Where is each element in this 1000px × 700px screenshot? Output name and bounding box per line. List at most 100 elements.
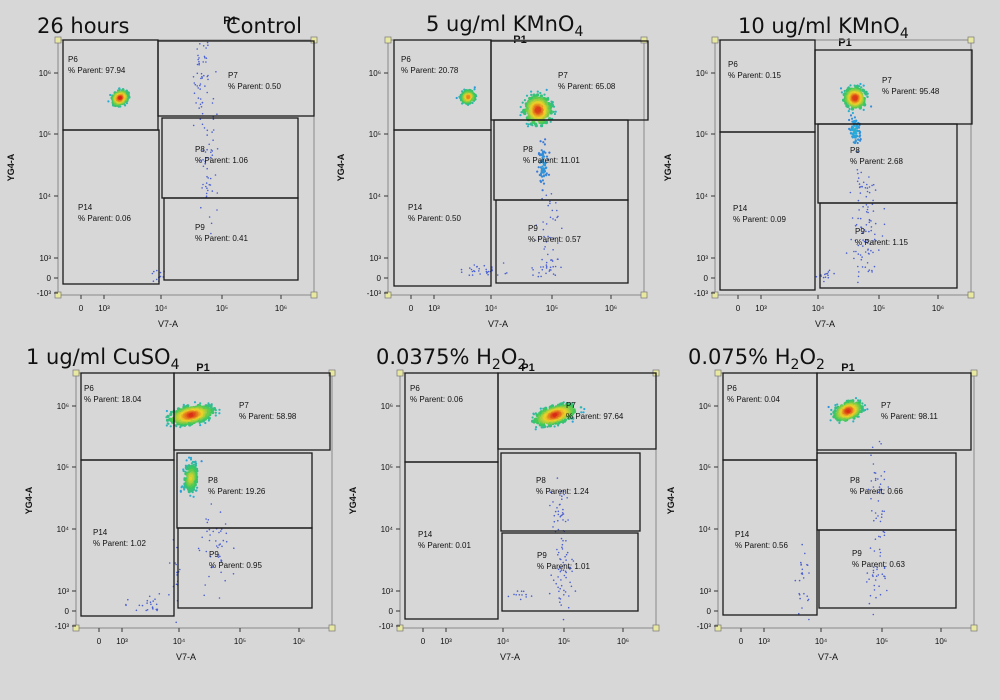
gate-p9[interactable]	[819, 202, 958, 289]
resize-handle[interactable]	[714, 369, 722, 377]
resize-handle[interactable]	[384, 36, 392, 44]
gate-p9[interactable]	[177, 527, 313, 609]
density-dot	[542, 161, 545, 165]
event-dot	[883, 223, 886, 226]
y-tick-label: 10⁴	[696, 192, 709, 201]
resize-handle[interactable]	[72, 369, 80, 377]
resize-handle[interactable]	[54, 36, 62, 44]
event-dot	[873, 238, 876, 241]
gate-p6[interactable]	[80, 372, 175, 461]
event-dot	[870, 220, 872, 222]
event-dot	[545, 194, 548, 197]
event-dot	[205, 195, 208, 197]
resize-handle[interactable]	[970, 624, 978, 632]
event-dot	[211, 190, 214, 192]
event-dot	[207, 44, 209, 46]
x-tick-label: 10⁵	[876, 637, 888, 646]
density-dot	[539, 94, 543, 98]
event-dot	[201, 101, 204, 104]
event-dot	[210, 566, 213, 569]
gate-p14[interactable]	[719, 131, 816, 291]
gate-p14[interactable]	[62, 129, 160, 285]
resize-handle[interactable]	[714, 624, 722, 632]
resize-handle[interactable]	[396, 624, 404, 632]
resize-handle[interactable]	[396, 369, 404, 377]
event-dot	[554, 219, 557, 221]
event-dot	[878, 548, 881, 551]
plot-frame	[714, 39, 972, 296]
x-tick-label: 0	[739, 637, 744, 646]
resize-handle[interactable]	[384, 291, 392, 299]
density-dot	[543, 143, 546, 146]
density-dot	[166, 422, 169, 425]
resize-handle[interactable]	[967, 291, 975, 299]
event-dot	[860, 226, 862, 228]
resize-handle[interactable]	[711, 36, 719, 44]
gate-p7[interactable]	[173, 372, 331, 451]
gate-percent: % Parent: 97.64	[566, 412, 624, 421]
resize-handle[interactable]	[310, 291, 318, 299]
flow-plot: P1 10⁶ 10⁵ 10⁴ 10³ 0 -10³ 0 10³ 10⁴ 10⁵ 10⁶ V7-A YG4-…	[666, 362, 978, 662]
event-dot	[542, 266, 544, 268]
density-dot	[851, 111, 854, 115]
event-dot	[175, 583, 178, 586]
gate-p7[interactable]	[497, 372, 657, 450]
gate-p9[interactable]	[501, 532, 639, 612]
density-dot	[848, 118, 851, 122]
y-tick-label: 10⁶	[39, 69, 51, 78]
event-dot	[175, 563, 177, 566]
gate-p14[interactable]	[393, 129, 492, 287]
event-dot	[211, 102, 214, 104]
resize-handle[interactable]	[72, 624, 80, 632]
density-dot	[532, 413, 535, 416]
event-dot	[873, 589, 876, 591]
resize-handle[interactable]	[640, 36, 648, 44]
density-dot	[118, 96, 122, 100]
gate-p8[interactable]	[500, 452, 641, 532]
gate-p9[interactable]	[163, 197, 299, 281]
event-dot	[470, 268, 473, 271]
event-dot	[866, 581, 868, 583]
resize-handle[interactable]	[970, 369, 978, 377]
event-dot	[525, 596, 527, 598]
resize-handle[interactable]	[711, 291, 719, 299]
y-tick-label: 10⁵	[699, 463, 711, 472]
gate-p14[interactable]	[722, 459, 818, 616]
density-dot	[169, 425, 172, 428]
gate-name: P8	[536, 476, 546, 485]
gate-p9[interactable]	[818, 529, 957, 609]
gate-p7[interactable]	[816, 372, 972, 451]
event-dot	[866, 187, 869, 189]
density-dot	[857, 125, 860, 128]
gate-p6[interactable]	[719, 39, 816, 133]
event-dot	[872, 251, 874, 254]
gate-p6[interactable]	[393, 39, 492, 131]
resize-handle[interactable]	[967, 36, 975, 44]
density-dot	[859, 82, 862, 86]
event-dot	[803, 592, 805, 595]
resize-handle[interactable]	[652, 624, 660, 632]
gate-p14[interactable]	[80, 459, 175, 617]
resize-handle[interactable]	[328, 624, 336, 632]
event-dot	[880, 475, 882, 477]
gate-p6[interactable]	[722, 372, 818, 461]
gate-p14[interactable]	[404, 461, 499, 620]
gate-p6[interactable]	[62, 39, 159, 131]
event-dot	[205, 518, 207, 520]
gate-p7[interactable]	[490, 40, 649, 121]
event-dot	[202, 159, 204, 161]
event-dot	[532, 274, 534, 276]
gate-p7[interactable]	[157, 40, 315, 117]
density-dot	[190, 462, 193, 465]
gate-p9[interactable]	[495, 199, 629, 284]
resize-handle[interactable]	[640, 291, 648, 299]
event-dot	[873, 471, 876, 474]
y-axis-label: YG4-A	[666, 486, 676, 514]
event-dot	[545, 265, 548, 268]
resize-handle[interactable]	[54, 291, 62, 299]
event-dot	[146, 599, 149, 602]
event-dot	[561, 495, 563, 497]
density-dot	[541, 189, 544, 192]
density-dot	[214, 411, 217, 414]
event-dot	[148, 595, 151, 598]
